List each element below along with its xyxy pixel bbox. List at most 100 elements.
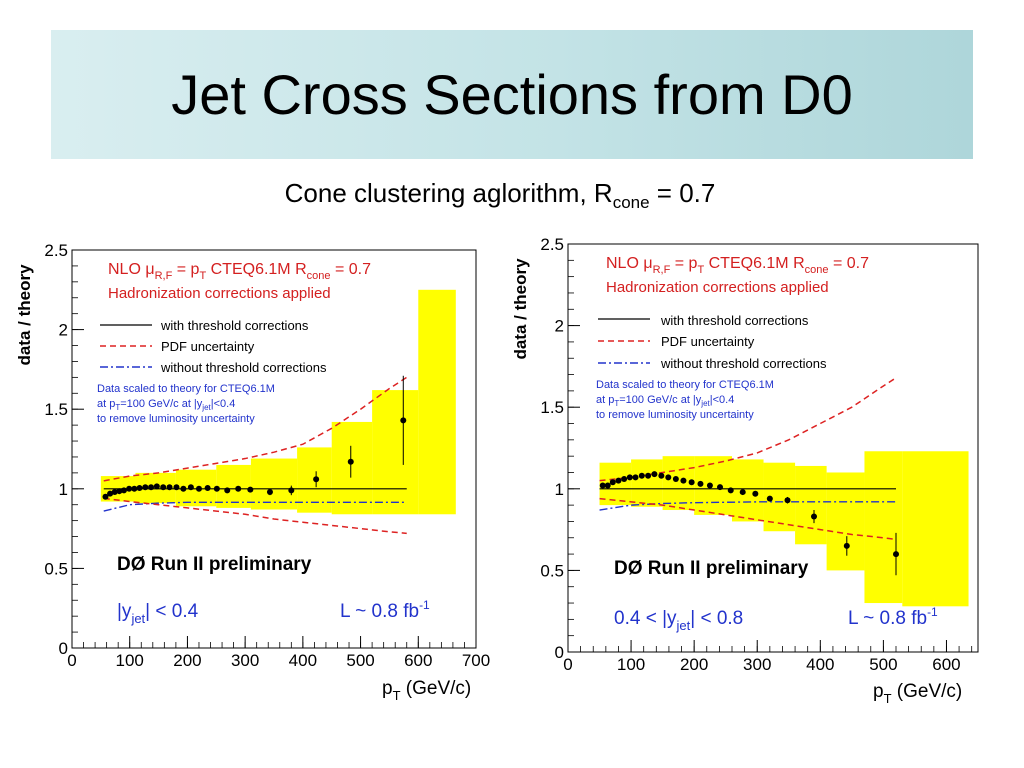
x-tick-label: 100 (116, 651, 144, 670)
data-point (680, 477, 687, 484)
band-segment (631, 459, 663, 507)
data-point (658, 472, 665, 479)
data-point (213, 485, 220, 492)
data-point (665, 474, 672, 481)
data-point (107, 490, 114, 497)
y-axis-label: data / theory (511, 258, 530, 360)
x-tick-label: 700 (462, 651, 490, 670)
data-point (187, 484, 194, 491)
legend-pdf: PDF uncertainty (661, 334, 755, 349)
y-tick-label: 1 (59, 480, 68, 499)
data-point (626, 474, 633, 481)
data-point (111, 488, 118, 495)
legend-pdf: PDF uncertainty (161, 339, 255, 354)
slide-title: Jet Cross Sections from D0 (171, 63, 853, 126)
x-axis-label: pT (GeV/c) (382, 678, 471, 703)
data-point (615, 477, 622, 484)
data-point (766, 495, 773, 502)
data-point (632, 474, 639, 481)
x-axis-label: pT (GeV/c) (873, 681, 962, 706)
data-point (604, 482, 611, 489)
x-tick-label: 600 (932, 655, 960, 674)
data-point (288, 487, 295, 494)
x-tick-label: 300 (743, 655, 771, 674)
y-tick-label: 2.5 (540, 235, 564, 254)
x-tick-label: 600 (404, 651, 432, 670)
data-point (697, 480, 704, 487)
scaled-note-line1: Data scaled to theory for CTEQ6.1M (596, 379, 774, 391)
y-tick-label: 0 (555, 643, 564, 662)
y-tick-label: 0 (59, 639, 68, 658)
data-point (645, 472, 652, 479)
data-point (672, 476, 679, 483)
data-point (599, 482, 606, 489)
y-tick-label: 0.5 (44, 559, 68, 578)
data-point (195, 485, 202, 492)
data-point (142, 484, 149, 491)
data-point (752, 490, 759, 497)
data-point (173, 484, 180, 491)
y-tick-label: 1.5 (540, 398, 564, 417)
band-segment (826, 472, 865, 571)
data-point (153, 483, 160, 490)
band-segment (864, 451, 903, 604)
data-point (120, 487, 127, 494)
plot-frame (71, 249, 477, 649)
y-tick-label: 1 (555, 480, 564, 499)
data-points (599, 471, 899, 576)
band-segment (331, 421, 373, 515)
data-points (102, 375, 407, 500)
without-threshold-line (103, 501, 407, 512)
y-tick-label: 1.5 (44, 400, 68, 419)
legend-without-threshold: without threshold corrections (660, 356, 827, 371)
rapidity-label: 0.4 < |yjet| < 0.8 (614, 608, 743, 633)
pdf-lower-line (599, 497, 897, 541)
band-segment (250, 458, 298, 510)
data-point (843, 542, 850, 549)
data-point (638, 472, 645, 479)
experiment-label: DØ Run II preliminary (117, 554, 312, 575)
band-segment (372, 390, 419, 515)
data-point (784, 497, 791, 504)
y-tick-label: 2.5 (44, 241, 68, 260)
x-tick-label: 0 (67, 651, 76, 670)
x-tick-label: 200 (680, 655, 708, 674)
pdf-upper-line (103, 376, 408, 482)
x-tick-label: 200 (173, 651, 201, 670)
data-point (706, 482, 713, 489)
legend-nlo: NLO μR,F = pT CTEQ6.1M Rcone = 0.7 (606, 255, 869, 276)
data-point (247, 486, 254, 493)
band-segment (418, 289, 456, 515)
x-tick-label: 400 (806, 655, 834, 674)
data-point (136, 485, 143, 492)
x-tick-label: 500 (869, 655, 897, 674)
legend-with-threshold: with threshold corrections (660, 313, 809, 328)
luminosity-label: L ~ 0.8 fb-1 (340, 598, 430, 622)
data-point (739, 489, 746, 496)
experiment-label: DØ Run II preliminary (614, 558, 809, 579)
data-point (126, 485, 133, 492)
data-point (651, 471, 658, 478)
subtitle-prefix: Cone clustering aglorithm, R (284, 178, 613, 208)
data-point (893, 551, 899, 558)
legend-hadronization: Hadronization corrections applied (606, 279, 829, 296)
y-tick-label: 2 (555, 317, 564, 336)
scaled-note-line3: to remove luminosity uncertainty (97, 413, 255, 425)
data-point (148, 484, 155, 491)
subtitle-sub: cone (612, 193, 650, 213)
x-tick-label: 100 (617, 655, 645, 674)
y-tick-label: 0.5 (540, 561, 564, 580)
title-band: Jet Cross Sections from D0 (51, 30, 973, 159)
x-tick-label: 300 (231, 651, 259, 670)
band-segment (902, 451, 969, 607)
data-point (727, 487, 734, 494)
data-point (811, 513, 817, 520)
legend-with-threshold: with threshold corrections (160, 318, 309, 333)
pdf-lower-line (103, 497, 407, 535)
data-point (131, 485, 138, 492)
axes: 0 100 200 300 400 500 600 700 0 0.5 1 1.5 2 2.5 (44, 241, 490, 670)
x-tick-label: 400 (289, 651, 317, 670)
plot-frame (567, 243, 979, 653)
